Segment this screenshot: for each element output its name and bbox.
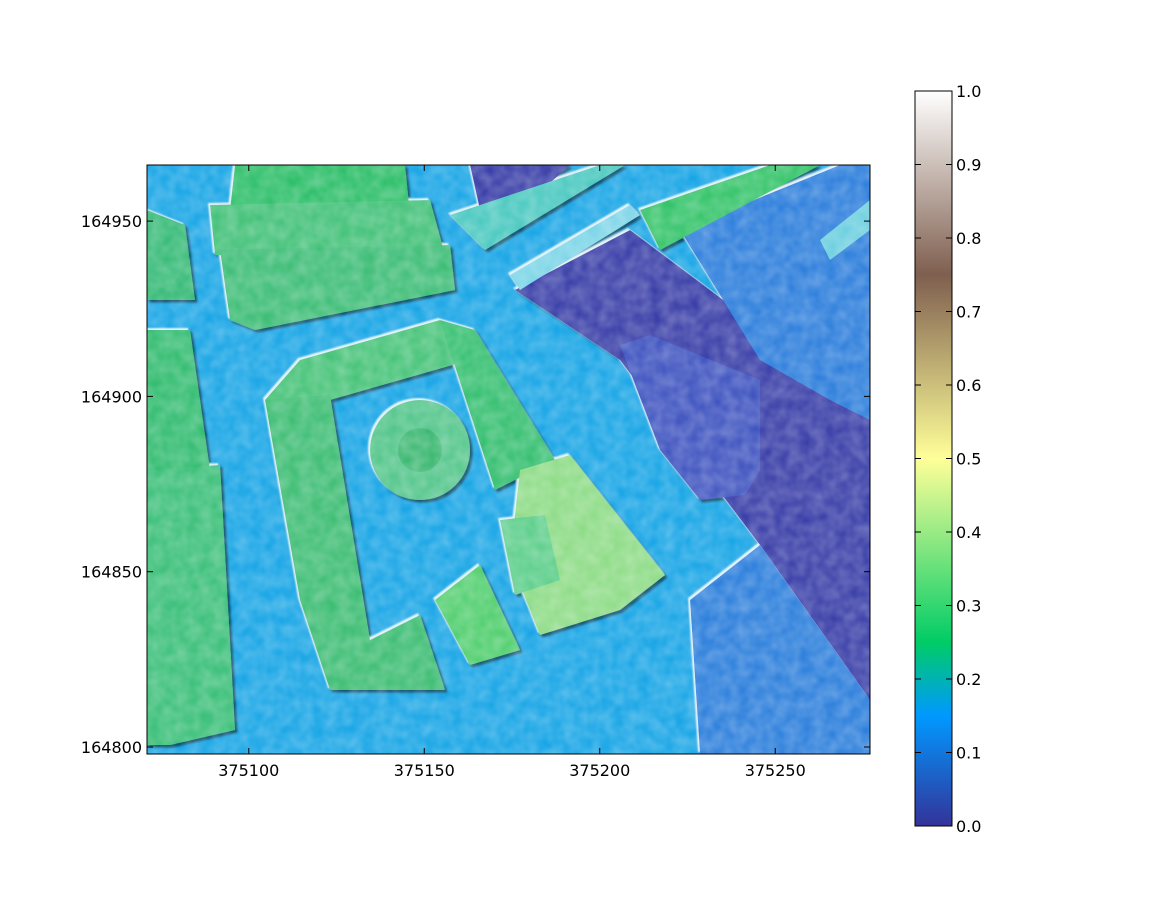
colorbar-tick-label: 0.5 [956, 450, 981, 469]
surface-texture [147, 165, 870, 754]
colorbar [914, 90, 953, 827]
y-tick-label: 164850 [81, 563, 142, 582]
colorbar-tick-label: 0.0 [956, 817, 981, 836]
colorbar-tick-label: 0.9 [956, 156, 981, 175]
y-tick-label: 164900 [81, 387, 142, 406]
colorbar-tick-label: 1.0 [956, 82, 981, 101]
x-tick-label: 375200 [569, 761, 630, 780]
x-tick-label: 375150 [394, 761, 455, 780]
colorbar-tick-label: 0.2 [956, 670, 981, 689]
plot-frame [146, 164, 871, 755]
colorbar-tick-label: 0.6 [956, 376, 981, 395]
y-tick-label: 164800 [81, 738, 142, 757]
x-tick-label: 375100 [218, 761, 279, 780]
colorbar-tick-label: 0.3 [956, 597, 981, 616]
colorbar-tick-label: 0.1 [956, 744, 981, 763]
plot-area [147, 165, 870, 754]
y-axis: 164800 164850 164900 164950 [81, 212, 870, 757]
y-tick-label: 164950 [81, 212, 142, 231]
colorbar-ticks: 0.0 0.1 0.2 0.3 0.4 0.5 0.6 0.7 0.8 0.9 1.0 [915, 82, 981, 836]
x-tick-label: 375250 [745, 761, 806, 780]
colorbar-tick-label: 0.4 [956, 523, 981, 542]
colorbar-tick-label: 0.7 [956, 303, 981, 322]
x-axis: 375100 375150 375200 375250 [218, 165, 806, 780]
colorbar-tick-label: 0.8 [956, 229, 981, 248]
